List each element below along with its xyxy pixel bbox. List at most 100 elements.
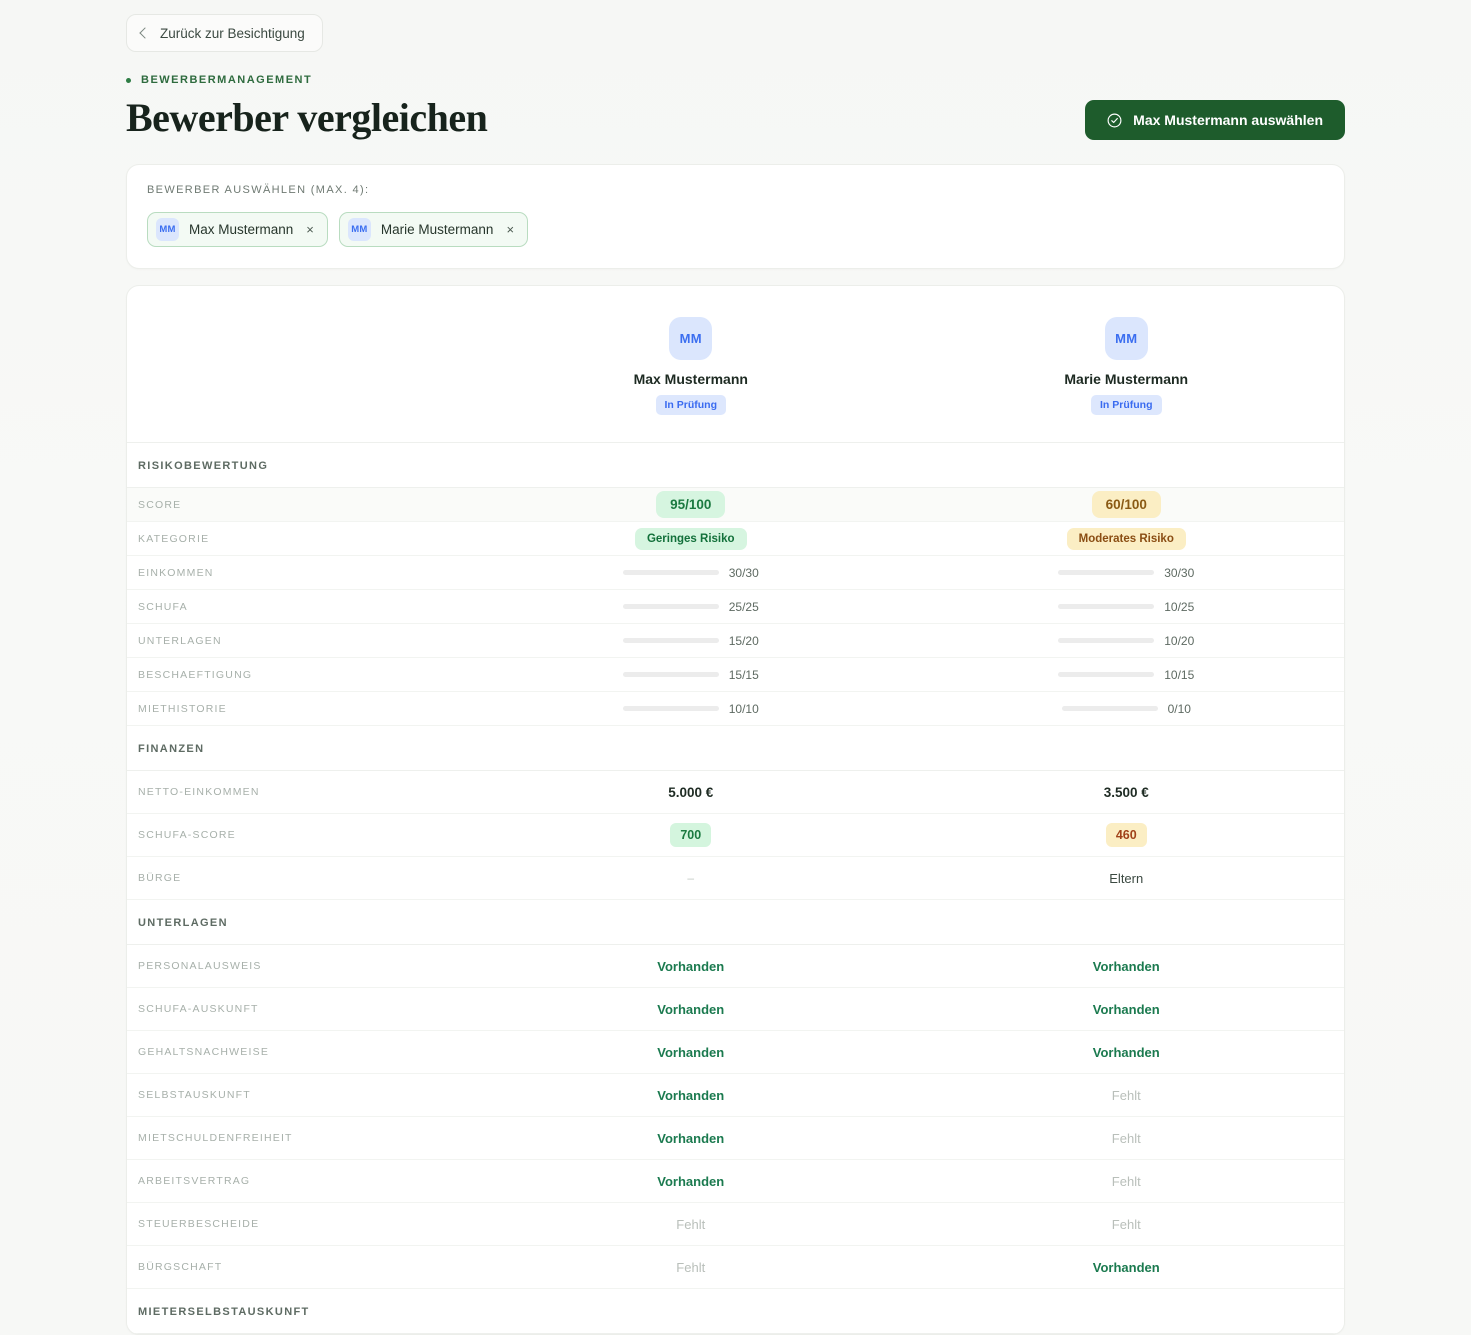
table-row: SCHUFA 25/25 10/25: [127, 590, 1344, 624]
row-label: KATEGORIE: [138, 532, 210, 545]
candidate-chip[interactable]: MM Max Mustermann ×: [147, 212, 328, 247]
document-status: Fehlt: [1111, 1130, 1141, 1146]
table-row: SCHUFA-AUSKUNFT Vorhanden Vorhanden: [127, 988, 1344, 1031]
text-value: Eltern: [1109, 870, 1144, 886]
back-to-viewing-button[interactable]: Zurück zur Besichtigung: [126, 14, 323, 52]
row-value-0: 5.000 €: [473, 771, 909, 813]
row-value-1: Vorhanden: [909, 945, 1345, 987]
progress-bar: 15/15: [622, 667, 759, 682]
row-label: SELBSTAUSKUNFT: [138, 1089, 251, 1101]
numeric-value: 5.000 €: [668, 784, 714, 800]
risk-tag: Geringes Risiko: [634, 527, 747, 550]
row-value-1: 60/100: [909, 488, 1345, 521]
progress-bar: 30/30: [622, 566, 759, 580]
score-pill: 60/100: [1091, 491, 1161, 518]
table-row: MIETHISTORIE 10/10 0/10: [127, 692, 1344, 726]
document-status: Fehlt: [1111, 1087, 1141, 1103]
table-row: BESCHAEFTIGUNG 15/15 10/15: [127, 658, 1344, 692]
close-icon[interactable]: ×: [306, 222, 314, 237]
row-value-1: Fehlt: [909, 1074, 1345, 1116]
comparison-header-row: MM Max Mustermann In Prüfung MM Marie Muste…: [127, 286, 1344, 443]
candidate-chip[interactable]: MM Marie Mustermann ×: [338, 212, 529, 247]
document-status: Fehlt: [1111, 1216, 1141, 1232]
comparison-table: MM Max Mustermann In Prüfung MM Marie Muste…: [126, 285, 1345, 1335]
row-value-0: Vorhanden: [473, 1117, 909, 1159]
progress-label: 10/25: [1164, 599, 1195, 614]
progress-track: [1058, 672, 1155, 677]
row-value-0: Geringes Risiko: [473, 522, 909, 555]
chip-label: Marie Mustermann: [380, 222, 494, 237]
row-value-0: Vorhanden: [473, 1031, 909, 1073]
avatar: MM: [1104, 317, 1148, 360]
breadcrumb-eyebrow: BEWERBERMANAGEMENT: [126, 74, 1345, 86]
row-value-0: Fehlt: [473, 1203, 909, 1245]
table-row: SCORE 95/100 60/100: [127, 488, 1344, 522]
document-status: Vorhanden: [1092, 1259, 1160, 1275]
progress-label: 15/15: [728, 667, 759, 682]
section-title: FINANZEN: [138, 743, 205, 755]
close-icon[interactable]: ×: [506, 222, 515, 237]
document-status: Vorhanden: [1092, 1044, 1160, 1060]
table-row: UNTERLAGEN 15/20 10/20: [127, 624, 1344, 658]
row-label: UNTERLAGEN: [138, 634, 222, 647]
row-label: GEHALTSNACHWEISE: [138, 1046, 270, 1058]
table-row: GEHALTSNACHWEISE Vorhanden Vorhanden: [127, 1031, 1344, 1074]
progress-bar: 10/10: [622, 701, 759, 716]
row-value-0: 10/10: [473, 692, 909, 725]
selector-label: BEWERBER AUSWÄHLEN (MAX. 4):: [147, 184, 370, 196]
row-label: SCHUFA-SCORE: [138, 829, 236, 841]
section-header-row: UNTERLAGEN: [127, 900, 1344, 945]
progress-track: [1058, 604, 1155, 609]
table-row: BÜRGSCHAFT Fehlt Vorhanden: [127, 1246, 1344, 1289]
header-spacer: [127, 286, 473, 442]
eyebrow-label: BEWERBERMANAGEMENT: [141, 74, 313, 86]
row-value-0: Vorhanden: [473, 988, 909, 1030]
back-button-label: Zurück zur Besichtigung: [160, 25, 305, 41]
row-value-0: Vorhanden: [473, 1160, 909, 1202]
title-row: Bewerber vergleichen Max Mustermann ausw…: [126, 94, 1345, 142]
comparison-sections: RISIKOBEWERTUNG SCORE 95/100 60/100 KATEGORI…: [127, 443, 1344, 1334]
numeric-value: 3.500 €: [1103, 784, 1149, 800]
row-value-1: 460: [909, 814, 1345, 856]
row-label: MIETSCHULDENFREIHEIT: [138, 1132, 293, 1144]
status-dot-icon: [126, 77, 131, 83]
row-label: ARBEITSVERTRAG: [138, 1175, 251, 1187]
row-value-1: Eltern: [909, 857, 1345, 899]
row-value-0: Vorhanden: [473, 1074, 909, 1116]
table-row: SCHUFA-SCORE 700 460: [127, 814, 1344, 857]
section-header-row: MIETERSELBSTAUSKUNFT: [127, 1289, 1344, 1334]
row-value-0: 700: [473, 814, 909, 856]
text-value: –: [687, 871, 695, 885]
progress-label: 10/15: [1164, 667, 1195, 682]
progress-bar: 25/25: [622, 600, 759, 614]
status-badge: In Prüfung: [655, 395, 726, 415]
row-label: PERSONALAUSWEIS: [138, 960, 262, 972]
progress-label: 10/10: [728, 701, 759, 716]
progress-label: 0/10: [1167, 701, 1191, 716]
select-candidate-button[interactable]: Max Mustermann auswählen: [1085, 100, 1345, 140]
candidate-column-1: MM Marie Mustermann In Prüfung: [909, 286, 1345, 442]
score-pill: 95/100: [656, 491, 726, 518]
progress-bar: 15/20: [622, 634, 759, 648]
row-value-1: 30/30: [909, 556, 1345, 589]
risk-tag: Moderates Risiko: [1066, 527, 1186, 550]
section-title: MIETERSELBSTAUSKUNFT: [138, 1306, 310, 1318]
row-label: BÜRGE: [138, 872, 182, 884]
row-value-1: 0/10: [909, 692, 1345, 725]
status-badge: In Prüfung: [1091, 395, 1162, 415]
progress-track: [622, 672, 719, 677]
table-row: KATEGORIE Geringes Risiko Moderates Risiko: [127, 522, 1344, 556]
avatar: MM: [669, 317, 713, 360]
table-row: MIETSCHULDENFREIHEIT Vorhanden Fehlt: [127, 1117, 1344, 1160]
row-value-0: Fehlt: [473, 1246, 909, 1288]
row-value-1: Moderates Risiko: [909, 522, 1345, 555]
progress-bar: 10/25: [1058, 600, 1194, 614]
progress-track: [622, 638, 719, 643]
table-row: NETTO-EINKOMMEN 5.000 € 3.500 €: [127, 771, 1344, 814]
chevron-left-icon: [139, 26, 151, 39]
row-value-1: Fehlt: [909, 1117, 1345, 1159]
progress-bar: 30/30: [1058, 566, 1194, 580]
document-status: Vorhanden: [657, 1044, 725, 1060]
document-status: Vorhanden: [1092, 958, 1160, 974]
progress-track: [1058, 570, 1155, 575]
